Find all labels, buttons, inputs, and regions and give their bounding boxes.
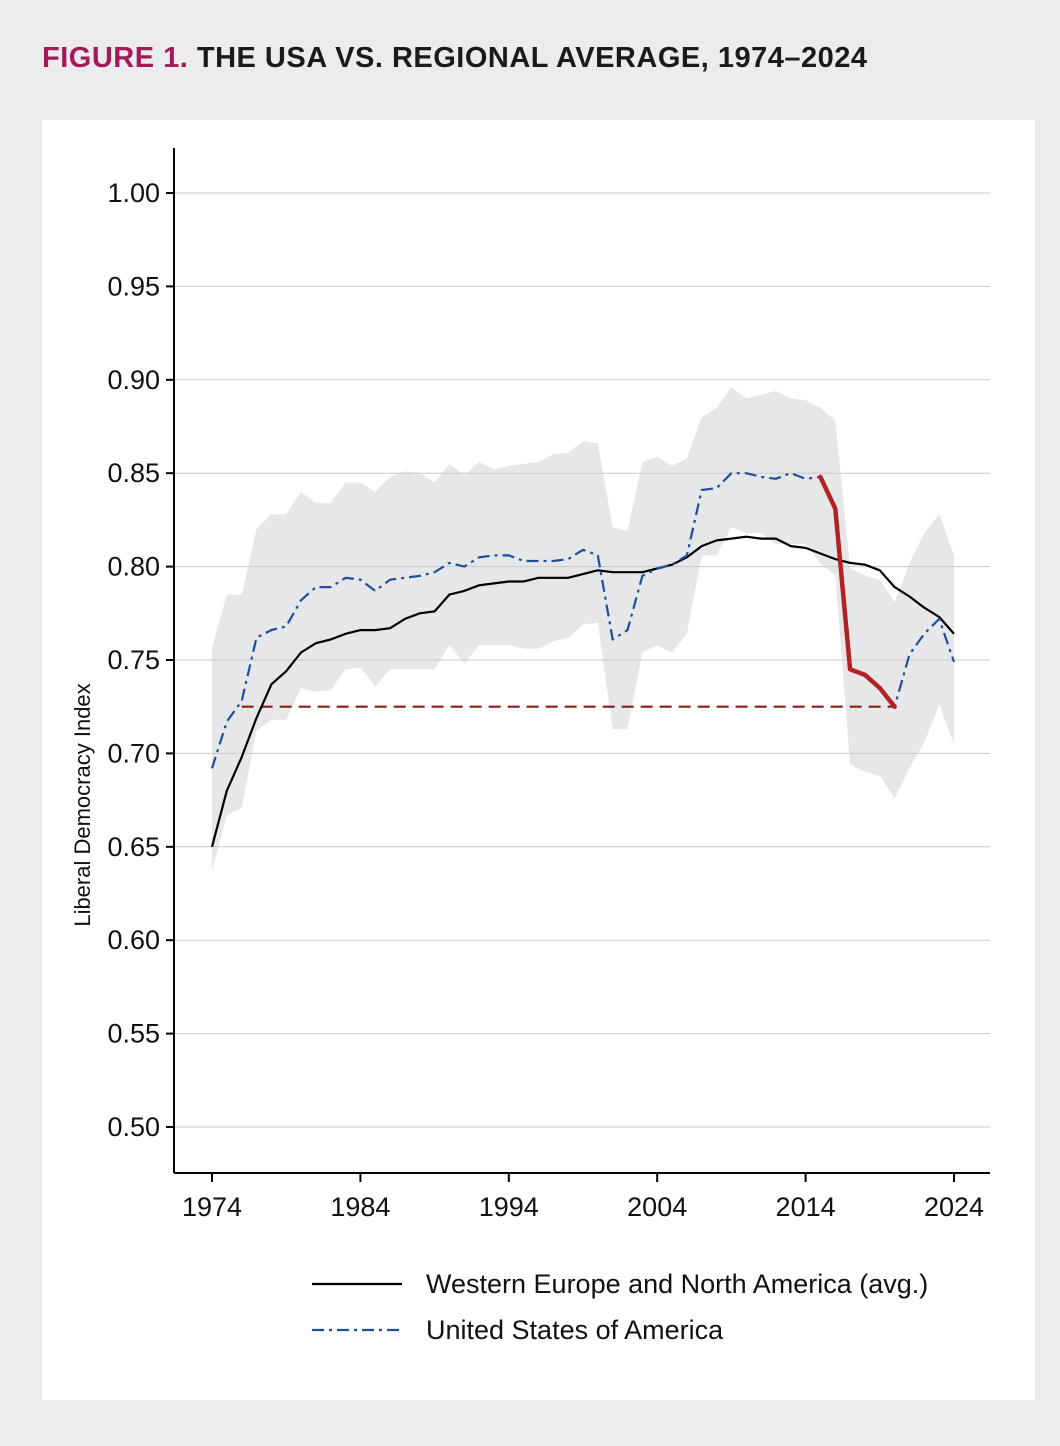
x-tick-label: 2004 (627, 1192, 687, 1222)
y-tick-label: 0.50 (107, 1112, 160, 1142)
legend-label-region: Western Europe and North America (avg.) (426, 1269, 928, 1299)
y-tick-label: 0.95 (107, 271, 160, 301)
x-tick-label: 1984 (330, 1192, 390, 1222)
y-tick-label: 0.90 (107, 365, 160, 395)
legend-label-usa: United States of America (426, 1315, 724, 1345)
series-layer (210, 472, 956, 848)
grid-layer (174, 192, 990, 1128)
line-chart: 0.50 0.55 0.60 0.65 0.70 0.75 0.80 0.85 0.90 0.95… (70, 148, 990, 1345)
series-line-region (210, 535, 955, 848)
figure-label: FIGURE 1. (42, 42, 189, 74)
x-tick-label: 1994 (479, 1192, 539, 1222)
axis-layer (166, 148, 990, 1182)
y-tick-label: 0.55 (107, 1019, 160, 1049)
x-tick-label: 2014 (776, 1192, 836, 1222)
y-axis-label: Liberal Democracy Index (70, 683, 95, 926)
x-tick-label: 1974 (182, 1192, 242, 1222)
y-tick-label: 0.60 (107, 925, 160, 955)
range-band (212, 387, 954, 872)
legend: Western Europe and North America (avg.) … (312, 1269, 928, 1345)
band-layer (212, 387, 954, 872)
y-tick-label: 0.65 (107, 832, 160, 862)
y-tick-label: 0.85 (107, 458, 160, 488)
x-tick-label: 2024 (924, 1192, 984, 1222)
figure-title-text: THE USA VS. REGIONAL AVERAGE, 1974–2024 (196, 42, 868, 74)
tick-labels: 0.50 0.55 0.60 0.65 0.70 0.75 0.80 0.85 0.90 0.95… (107, 178, 984, 1222)
y-tick-label: 0.80 (107, 552, 160, 582)
y-tick-label: 0.75 (107, 645, 160, 675)
chart-panel: 0.50 0.55 0.60 0.65 0.70 0.75 0.80 0.85 0.90 0.95… (42, 120, 1035, 1400)
series-line-usa-decline (818, 474, 897, 709)
y-tick-label: 1.00 (107, 178, 160, 208)
y-tick-label: 0.70 (107, 738, 160, 768)
figure-title: FIGURE 1. THE USA VS. REGIONAL AVERAGE, … (42, 42, 868, 75)
